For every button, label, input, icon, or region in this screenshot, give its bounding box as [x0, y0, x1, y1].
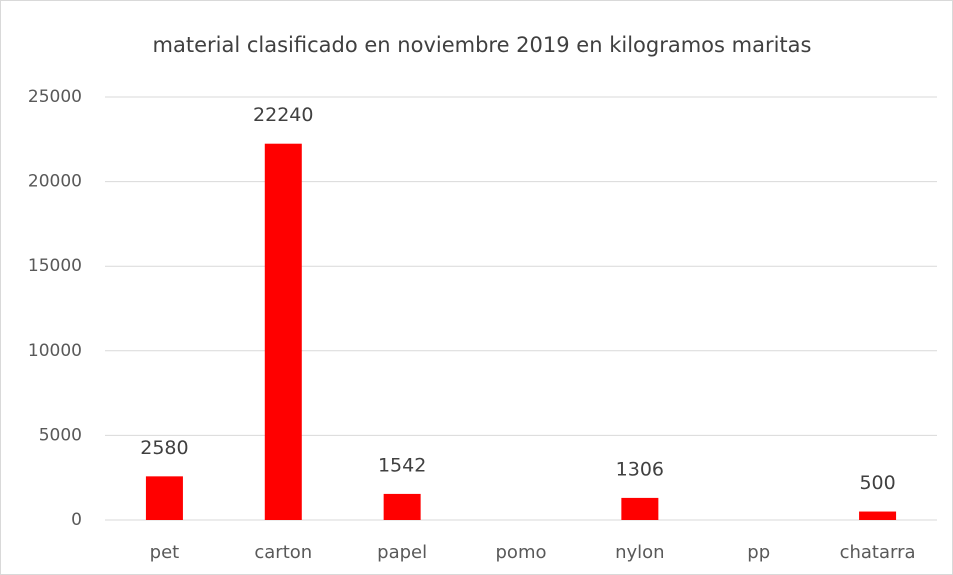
x-tick-label: papel — [377, 542, 427, 563]
data-label: 500 — [859, 472, 895, 494]
data-label: 22240 — [253, 104, 313, 126]
data-label: 2580 — [140, 437, 188, 459]
x-tick-label: carton — [254, 542, 312, 563]
data-label: 1306 — [616, 458, 664, 480]
bar — [621, 497, 659, 520]
y-tick-label: 25000 — [28, 87, 82, 107]
y-tick-label: 5000 — [39, 425, 82, 445]
y-tick-label: 0 — [71, 510, 82, 530]
x-tick-label: pet — [150, 542, 180, 563]
chart-title: material clasificado en noviembre 2019 e… — [153, 33, 812, 57]
y-tick-label: 20000 — [28, 172, 82, 192]
y-tick-label: 15000 — [28, 256, 82, 276]
bar — [264, 143, 302, 520]
bar — [145, 476, 183, 520]
data-label: 1542 — [378, 454, 426, 476]
bar — [383, 493, 421, 520]
x-tick-label: nylon — [615, 542, 664, 563]
x-tick-label: chatarra — [840, 542, 916, 563]
x-tick-label: pomo — [496, 542, 547, 563]
y-tick-label: 10000 — [28, 341, 82, 361]
x-tick-label: pp — [747, 542, 770, 563]
bar — [859, 511, 897, 520]
